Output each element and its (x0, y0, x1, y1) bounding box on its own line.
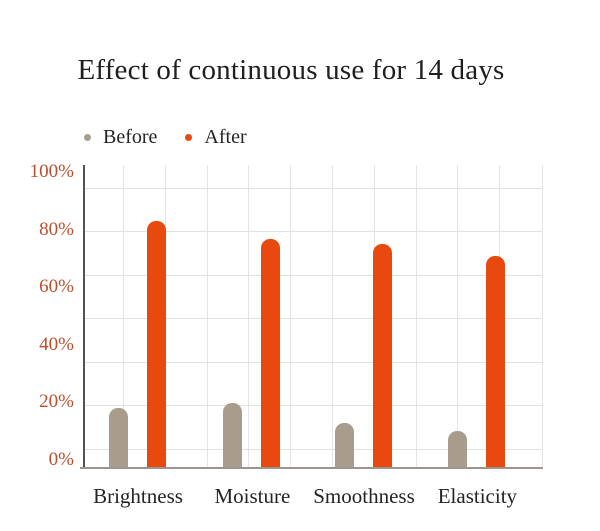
gridline-vertical (123, 165, 124, 468)
gridline-vertical (457, 165, 459, 468)
gridline-vertical (332, 165, 333, 468)
gridline-horizontal (84, 361, 543, 363)
gridline-horizontal (84, 188, 543, 189)
bar-before-brightness (109, 408, 128, 468)
gridline-horizontal (84, 231, 543, 233)
legend-label-after: After (204, 126, 247, 148)
y-tick-label-80: 80% (39, 218, 74, 240)
gridline-vertical (206, 165, 208, 468)
plot-area (80, 165, 543, 469)
bar-after-brightness (147, 221, 166, 468)
y-tick-label-40: 40% (39, 333, 74, 355)
after-series-dot-icon (185, 133, 193, 141)
x-category-label-brightness: Brightness (93, 484, 183, 508)
x-category-label-moisture: Moisture (214, 484, 291, 508)
x-axis-line (80, 467, 543, 469)
legend-item-after: After (185, 126, 247, 148)
legend-item-before: Before (84, 126, 157, 148)
gridline-horizontal (84, 405, 543, 407)
bar-after-elasticity (486, 255, 506, 468)
y-tick-label-20: 20% (39, 391, 74, 413)
bar-before-moisture (223, 402, 243, 468)
bar-after-smoothness (373, 244, 392, 468)
bar-before-elasticity (448, 431, 468, 468)
x-category-label-elasticity: Elasticity (437, 484, 518, 508)
chart-legend: Before After (84, 126, 247, 148)
bar-after-moisture (261, 238, 281, 468)
y-tick-label-60: 60% (39, 276, 74, 298)
plot-right-border (542, 165, 543, 468)
y-axis-line (83, 165, 85, 468)
y-tick-label-0: 0% (48, 448, 74, 470)
gridline-vertical (290, 165, 292, 468)
gridline-horizontal (84, 448, 543, 450)
before-series-dot-icon (84, 133, 91, 141)
gridline-horizontal (84, 274, 543, 276)
gridline-horizontal (84, 318, 543, 320)
y-tick-label-100: 100% (29, 160, 74, 182)
x-category-label-smoothness: Smoothness (313, 484, 415, 508)
gridline-vertical (415, 165, 417, 468)
gridline-vertical (248, 165, 250, 468)
legend-label-before: Before (103, 126, 158, 148)
bar-before-smoothness (335, 422, 354, 468)
chart-title: Effect of continuous use for 14 days (77, 54, 505, 86)
